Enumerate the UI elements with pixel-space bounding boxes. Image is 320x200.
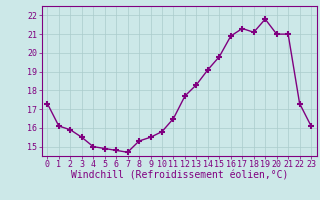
X-axis label: Windchill (Refroidissement éolien,°C): Windchill (Refroidissement éolien,°C) [70, 171, 288, 181]
